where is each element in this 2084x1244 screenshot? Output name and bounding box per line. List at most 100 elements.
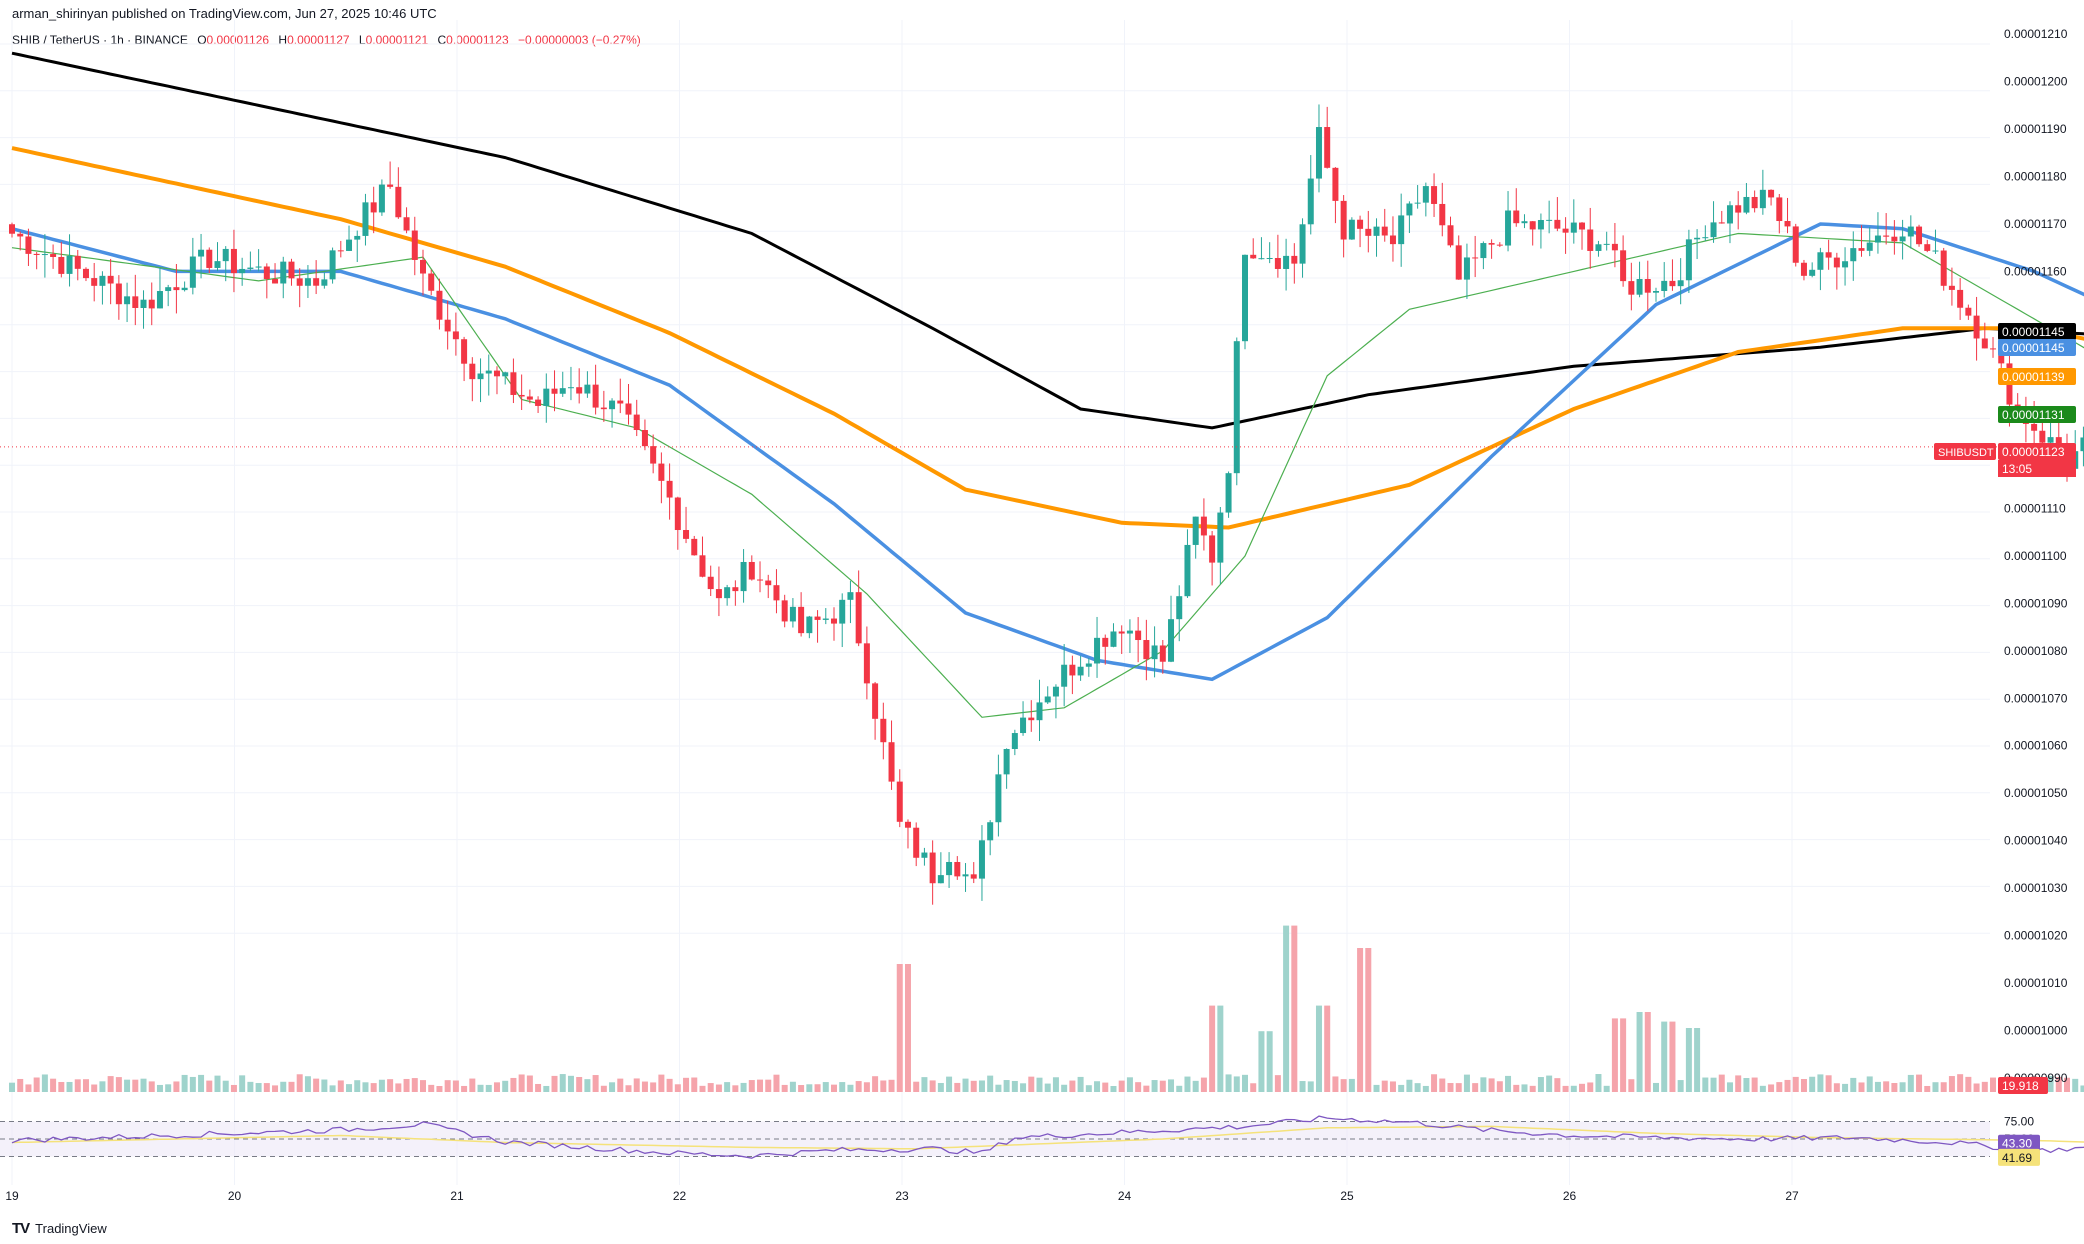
volume-bar	[9, 1082, 15, 1092]
volume-bar	[1151, 1080, 1158, 1092]
volume-bar	[1242, 1074, 1248, 1092]
candle-body	[1924, 244, 1931, 251]
time-tick-label: 24	[1118, 1189, 1132, 1203]
candle-body	[1825, 252, 1832, 258]
tradingview-logo[interactable]: TV TradingView	[12, 1220, 107, 1237]
volume-bar	[1061, 1084, 1068, 1092]
candle-body	[9, 224, 15, 234]
candle-body	[1759, 189, 1766, 209]
candle-body	[650, 446, 657, 464]
candle-body	[888, 742, 895, 782]
candle-body	[929, 852, 936, 884]
price-tag-text: 0.00001131	[2002, 408, 2065, 422]
candlesticks[interactable]	[9, 104, 2084, 905]
candle-body	[748, 561, 755, 580]
volume-bar	[1069, 1080, 1076, 1092]
volume-bar	[1990, 1077, 1997, 1092]
candle-body	[683, 530, 690, 539]
candle-body	[1940, 250, 1947, 286]
volume-bar	[1496, 1081, 1503, 1092]
volume-bar	[25, 1084, 32, 1092]
candle-body	[50, 254, 57, 257]
volume-bar	[1554, 1078, 1561, 1092]
grid-lines	[0, 20, 1990, 1185]
volume-bar	[1135, 1082, 1142, 1092]
candle-body	[1373, 226, 1380, 236]
candle-body	[222, 248, 229, 262]
candle-body	[921, 852, 928, 858]
candle-body	[420, 259, 426, 274]
volume-bar	[378, 1079, 385, 1092]
candle-body	[1850, 248, 1857, 262]
candle-body	[1587, 229, 1594, 251]
high-label: H	[278, 33, 288, 47]
candle-body	[255, 266, 262, 268]
price-axis[interactable]: 0.00001210 0.00001200 0.00001190 0.00001180…	[2004, 27, 2068, 1163]
volume-bar	[1217, 1005, 1224, 1092]
volume-bar	[288, 1081, 295, 1092]
volume-bar	[666, 1078, 673, 1092]
candle-body	[715, 589, 722, 599]
candle-body	[946, 861, 953, 876]
candle-body	[699, 555, 706, 577]
volume-bar	[707, 1083, 714, 1092]
volume-bar	[321, 1079, 328, 1092]
price-tick-label: 0.00001010	[2004, 976, 2068, 990]
volume-bar	[485, 1084, 492, 1092]
candle-body	[1406, 203, 1413, 216]
candle-body	[1998, 349, 2005, 364]
candle-body	[1463, 257, 1470, 280]
candle-body	[452, 331, 459, 340]
volume-bar	[1784, 1079, 1791, 1092]
volume-bar	[33, 1077, 40, 1092]
volume-bar	[863, 1082, 870, 1092]
rsi-value-text: 43.30	[2002, 1137, 2032, 1151]
volume-bar	[58, 1081, 65, 1092]
volume-bar	[1842, 1083, 1849, 1092]
candle-body	[58, 256, 65, 274]
price-tick-label: 0.00001110	[2004, 502, 2066, 516]
symbol-tag-text: SHIBUSDT	[1938, 447, 1994, 459]
volume-bar	[683, 1077, 690, 1092]
volume-bar	[1603, 1085, 1610, 1092]
volume-bar	[822, 1082, 829, 1092]
ma-line-ma100	[11, 146, 2084, 530]
candle-body	[1168, 619, 1175, 662]
price-tag-ma20	[1998, 406, 2076, 423]
volume-bar	[173, 1081, 180, 1092]
volume-bar	[17, 1078, 24, 1092]
candle-body	[337, 250, 344, 252]
countdown-text: 13:05	[2002, 462, 2032, 476]
candle-body	[165, 287, 172, 292]
candle-body	[1546, 219, 1553, 221]
candle-body	[1480, 243, 1487, 259]
volume-bar	[1463, 1074, 1470, 1092]
candle-body	[1990, 348, 1997, 350]
candle-body	[732, 587, 739, 592]
candle-body	[370, 202, 377, 213]
volume-tag-text: 19.918	[2002, 1079, 2039, 1093]
ma-line-ma20	[11, 232, 2084, 718]
candle-body	[1866, 242, 1873, 251]
candle-body	[1620, 250, 1627, 282]
candle-body	[1036, 702, 1043, 721]
volume-bar	[387, 1079, 394, 1092]
open-label: O	[197, 33, 207, 47]
volume-bar	[1817, 1074, 1824, 1092]
candle-body	[33, 253, 40, 255]
candle-body	[913, 827, 920, 858]
volume-bar	[1653, 1082, 1659, 1092]
candle-body	[567, 387, 574, 389]
volume-bar	[913, 1081, 920, 1092]
time-tick-label: 27	[1785, 1189, 1799, 1203]
candle-body	[584, 384, 591, 394]
volume-bar	[346, 1084, 353, 1092]
volume-bar	[1324, 1005, 1331, 1092]
time-axis[interactable]: 19 20 21 22 23 24 25 26 27	[5, 1189, 1799, 1203]
volume-bar	[1907, 1074, 1914, 1092]
candle-body	[691, 538, 698, 556]
candle-body	[995, 774, 1002, 823]
volume-bar	[1546, 1075, 1553, 1092]
moving-averages	[11, 51, 2084, 718]
